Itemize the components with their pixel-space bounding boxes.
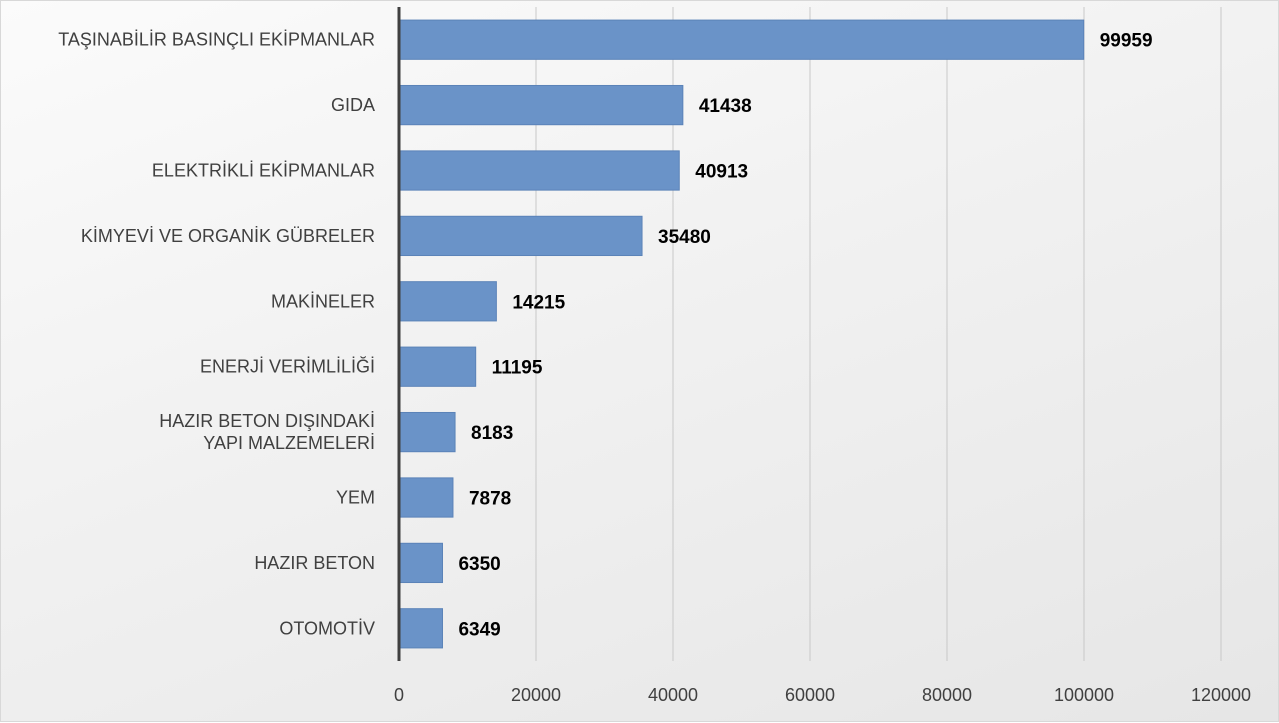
x-tick-labels: 0 20000 40000 60000 80000 100000 120000 — [394, 685, 1251, 705]
category-label: MAKİNELER — [271, 291, 375, 311]
category-labels: TAŞINABİLİR BASINÇLI EKİPMANLAR GIDA ELEKT… — [58, 30, 375, 639]
x-tick-label: 120000 — [1191, 685, 1251, 705]
x-tick-label: 80000 — [922, 685, 972, 705]
data-label: 99959 — [1100, 31, 1153, 52]
bar — [398, 411, 456, 453]
data-label: 11195 — [492, 358, 543, 379]
data-label: 6349 — [458, 619, 500, 640]
data-labels: 99959 41438 40913 35480 14215 11195 8183 7878 63… — [458, 31, 1152, 641]
x-tick-label: 60000 — [785, 685, 835, 705]
x-tick-label: 100000 — [1054, 685, 1114, 705]
data-label: 35480 — [658, 227, 711, 248]
category-label: GIDA — [331, 95, 375, 115]
bar — [398, 477, 454, 518]
category-label: TAŞINABİLİR BASINÇLI EKİPMANLAR — [58, 30, 375, 50]
bar — [398, 281, 497, 322]
x-tick-label: 0 — [394, 685, 404, 705]
x-tick-label: 20000 — [511, 685, 561, 705]
bar — [398, 346, 477, 387]
category-label: KİMYEVİ VE ORGANİK GÜBRELER — [81, 226, 375, 246]
data-label: 6350 — [458, 554, 500, 575]
bars — [398, 19, 1085, 649]
category-label: ENERJİ VERİMLİLİĞİ — [200, 356, 375, 377]
category-label: YEM — [336, 488, 375, 508]
category-label: HAZIR BETON DIŞINDAKİ — [159, 411, 375, 431]
data-label: 8183 — [471, 423, 513, 444]
category-label: YAPI MALZEMELERİ — [203, 433, 375, 453]
category-label: OTOMOTİV — [279, 618, 375, 638]
x-tick-label: 40000 — [648, 685, 698, 705]
bar — [398, 542, 443, 584]
data-label: 7878 — [469, 489, 511, 510]
data-label: 14215 — [512, 292, 565, 313]
data-label: 40913 — [695, 162, 748, 183]
data-label: 41438 — [699, 96, 752, 117]
bar — [398, 84, 684, 126]
bar — [398, 215, 643, 257]
category-label: HAZIR BETON — [254, 553, 375, 573]
bar — [398, 150, 680, 191]
category-label: ELEKTRİKLİ EKİPMANLAR — [152, 161, 375, 181]
bar — [398, 608, 443, 649]
bar — [398, 19, 1085, 60]
